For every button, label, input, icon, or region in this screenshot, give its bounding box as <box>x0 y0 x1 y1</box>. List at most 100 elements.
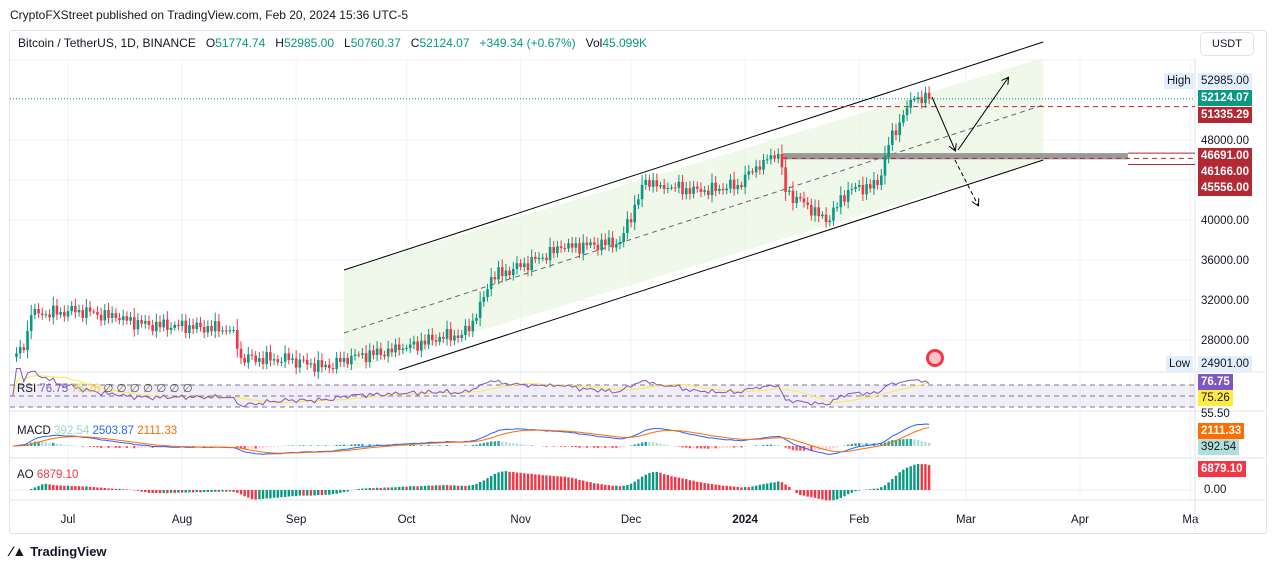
candle-body <box>924 92 927 104</box>
arrow-up-projection <box>957 78 1008 151</box>
macd-hist-bar <box>924 441 927 446</box>
ao-bar <box>335 490 338 494</box>
ao-bar <box>640 476 644 490</box>
macd-hist-bar <box>70 445 73 446</box>
candle-body <box>511 268 515 276</box>
rsi-name: RSI <box>17 383 37 395</box>
ao-bar <box>214 490 217 492</box>
candle-body <box>70 305 73 312</box>
ao-bar <box>63 485 66 490</box>
candle-body <box>589 242 592 246</box>
macd-hist-bar <box>685 446 688 448</box>
macd-hist-bar <box>898 439 901 446</box>
macd-hist-bar <box>250 446 254 449</box>
macd-hist-bar <box>736 446 739 448</box>
macd-hist-bar <box>364 444 368 446</box>
ao-bar <box>747 487 750 490</box>
candle-body <box>217 321 221 332</box>
macd-hist-bar <box>861 443 865 446</box>
candle-body <box>868 184 872 189</box>
macd-hist-bar <box>420 445 423 446</box>
macd-hist-bar <box>353 444 357 446</box>
ao-bar <box>913 464 916 490</box>
macd-hist-bar <box>324 445 327 446</box>
ao-bar <box>497 472 500 490</box>
ao-bar <box>66 485 70 490</box>
candle-body <box>434 340 438 342</box>
arrow-down-projection <box>931 96 955 150</box>
candle-body <box>372 350 375 355</box>
ao-bar <box>287 490 290 497</box>
candle-body <box>85 307 88 318</box>
candle-body <box>810 205 813 216</box>
ao-bar <box>70 486 73 490</box>
ao-bar <box>788 487 791 490</box>
ao-bar <box>74 486 77 490</box>
ao-bar <box>802 490 806 496</box>
ao-bar <box>828 490 831 501</box>
candle-body <box>902 115 905 123</box>
ao-bar <box>52 484 55 490</box>
macd-hist-bar <box>876 443 879 446</box>
ao-bar <box>552 476 555 490</box>
macd-hist-bar <box>806 446 809 451</box>
candle-body <box>887 145 890 157</box>
ao-bar <box>221 490 224 492</box>
ao-bar <box>806 490 809 497</box>
open-value: 51774.74 <box>215 36 266 50</box>
candle-body <box>592 242 596 245</box>
candle-body <box>835 207 839 209</box>
symbol-legend: Bitcoin / TetherUS, 1D, BINANCE O51774.7… <box>18 36 647 50</box>
symbol-name[interactable]: Bitcoin / TetherUS, 1D, BINANCE <box>18 36 196 50</box>
ao-bar <box>629 483 633 490</box>
candle-body <box>478 301 482 318</box>
macd-hist-bar <box>85 446 88 447</box>
candle-body <box>449 329 453 341</box>
candle-body <box>707 190 710 196</box>
candle-body <box>515 263 519 269</box>
macd-hist-bar <box>916 439 920 446</box>
ao-bar <box>696 481 699 490</box>
ao-bar <box>144 490 147 493</box>
macd-hist-bar <box>55 443 59 446</box>
high-value: 52985.00 <box>283 36 335 50</box>
macd-hist-bar <box>438 445 441 446</box>
candle-body <box>316 360 320 372</box>
x-tick-label: Nov <box>510 514 531 526</box>
candle-body <box>857 184 861 187</box>
candle-body <box>673 187 677 189</box>
ao-bar <box>578 479 581 490</box>
candle-body <box>640 184 644 200</box>
candle-body <box>383 354 386 357</box>
y-tick-label: 36000.00 <box>1201 255 1249 267</box>
candle-body <box>228 330 232 332</box>
footer-brand: TradingView <box>30 543 107 559</box>
macd-hist-bar <box>810 446 813 452</box>
tradingview-logo[interactable]: ⁄▲ TradingView <box>10 543 107 559</box>
currency-button[interactable]: USDT <box>1200 32 1254 56</box>
ao-bar <box>324 490 327 495</box>
ao-bar <box>504 471 508 490</box>
ao-bar <box>236 490 239 493</box>
macd-hist-bar <box>585 446 589 448</box>
ao-bar <box>59 485 62 490</box>
candle-body <box>361 353 364 355</box>
candle-body <box>169 327 173 330</box>
ao-bar <box>210 490 213 492</box>
macd-hist-bar <box>501 441 504 446</box>
ao-bar <box>364 488 368 490</box>
candle-body <box>269 352 272 361</box>
candle-body <box>265 352 269 365</box>
candle-body <box>136 320 140 330</box>
macd-hist-bar <box>409 445 412 446</box>
low-value: 50760.37 <box>350 36 401 50</box>
ao-bar <box>405 486 408 490</box>
ao-bar <box>762 484 765 490</box>
candle-body <box>787 190 791 192</box>
ao-bar <box>482 480 486 490</box>
macd-hist-bar <box>445 445 449 446</box>
zone-bottom-label: 45556.00 <box>1198 180 1252 196</box>
ao-bar <box>272 490 276 498</box>
candle-body <box>898 122 901 136</box>
